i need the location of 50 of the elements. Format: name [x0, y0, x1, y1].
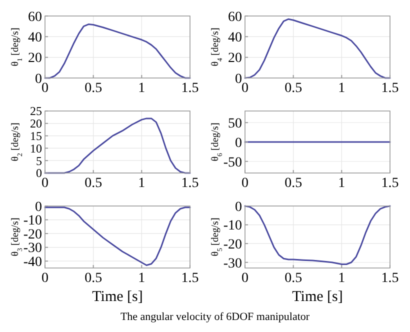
y-tick-label: 20: [228, 51, 242, 66]
y-tick-label: -50: [223, 155, 242, 170]
y-tick-label: 25: [30, 104, 42, 118]
y-tick-label: 60: [228, 10, 242, 25]
x-tick-label: 1: [138, 271, 146, 286]
y-tick-label: 20: [28, 51, 42, 66]
x-tick-label: 0.5: [84, 81, 102, 96]
y-tick-label: 0: [235, 136, 242, 151]
x-tick-label: 1: [338, 81, 346, 96]
x-axis-title: Time [s]: [92, 289, 143, 305]
line-series: [44, 24, 191, 79]
y-tick-label: 10: [30, 141, 42, 156]
y-tick-label: 50: [228, 116, 242, 132]
text: The angular velocity of 6DOF manipulator: [120, 311, 310, 323]
x-tick-label: 0.5: [284, 81, 302, 96]
y-tick-label: 0: [36, 166, 42, 180]
y-tick-label: -30: [223, 256, 242, 272]
x-tick-label: 1.5: [181, 176, 199, 191]
y-tick-label: 60: [28, 10, 42, 25]
x-tick-label: 1: [338, 176, 346, 191]
y-tick-label: 15: [30, 129, 42, 143]
x-tick-label: 1.5: [181, 81, 199, 96]
y-tick-label: -20: [223, 237, 242, 252]
y-tick-label: 0: [35, 200, 42, 215]
x-tick-label: 1.5: [381, 271, 399, 286]
x-tick-label: 1.5: [381, 176, 399, 191]
y-tick-label: 0: [235, 200, 242, 215]
y-tick-label: 20: [30, 116, 42, 131]
x-axis-title: Time [s]: [292, 289, 343, 305]
y-tick-label: 40: [228, 30, 242, 46]
x-tick-label: 0.5: [84, 176, 102, 191]
y-tick-label: -20: [23, 227, 42, 242]
x-tick-label: 0.5: [284, 271, 302, 286]
y-tick-label: -10: [223, 218, 242, 234]
x-tick-label: 1: [138, 176, 146, 191]
x-tick-label: 1: [338, 271, 346, 286]
x-tick-label: 1.5: [181, 271, 199, 286]
line-series: [244, 205, 391, 265]
y-tick-label: -10: [23, 214, 42, 229]
y-tick-label: -40: [23, 255, 42, 270]
line-series: [244, 18, 391, 79]
line-series: [44, 118, 191, 174]
line-series: [44, 206, 191, 266]
x-tick-label: 0.5: [284, 176, 302, 191]
y-tick-label: 40: [28, 30, 42, 46]
x-tick-label: 1.5: [381, 81, 399, 96]
x-tick-label: 1: [138, 81, 146, 96]
y-tick-label: 5: [36, 154, 42, 168]
y-tick-label: -30: [23, 241, 42, 256]
x-tick-label: 0.5: [84, 271, 102, 286]
